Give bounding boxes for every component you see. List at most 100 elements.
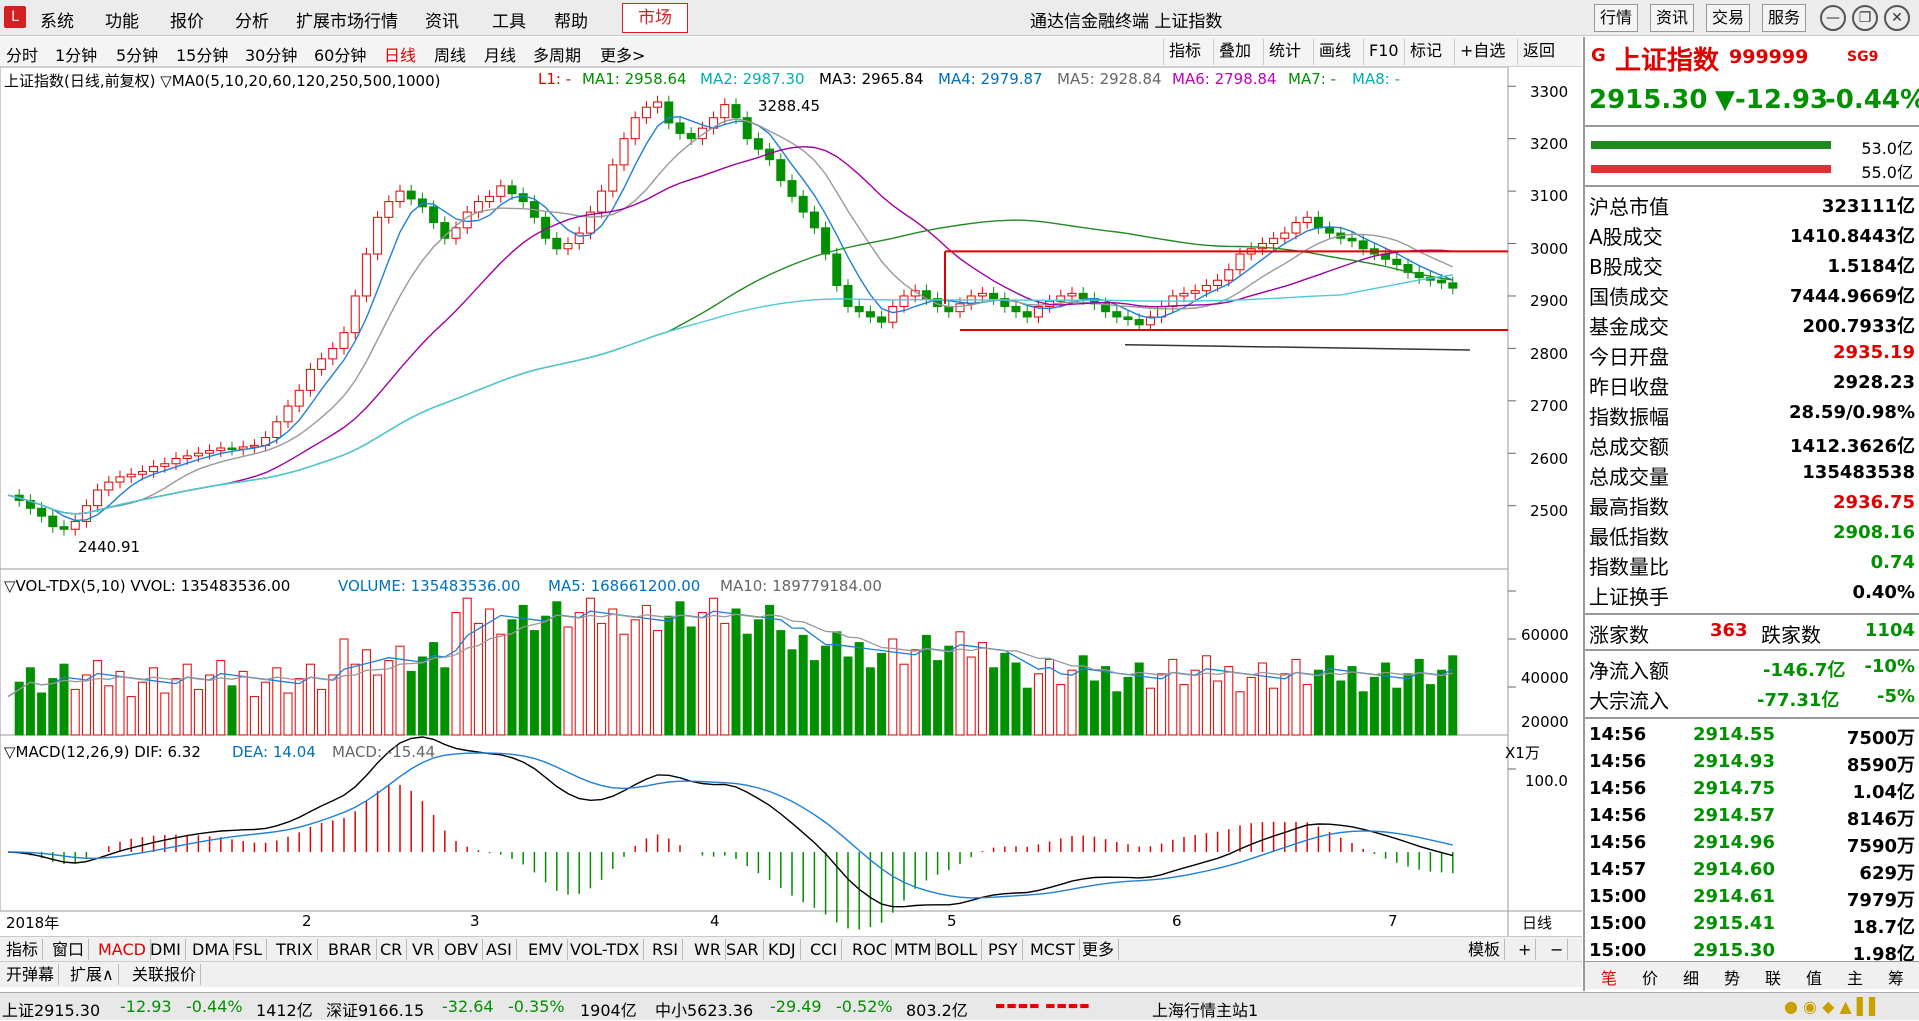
quote-row: 国债成交 7444.9669亿 <box>1585 279 1919 309</box>
status-zx[interactable]: 中小5623.36 <box>655 1001 754 1020</box>
restore-icon[interactable]: ❐ <box>1852 5 1878 31</box>
status-sz[interactable]: 深证9166.15 <box>326 1001 425 1020</box>
panel-tab-0[interactable]: 笔 <box>1601 969 1618 988</box>
menu-ext-market[interactable]: 扩展市场行情 <box>296 12 398 32</box>
indicator-tab-6[interactable]: TRIX <box>272 939 318 960</box>
indicator-tab-23[interactable]: MCST <box>1026 939 1080 960</box>
indicator-tab-11[interactable]: ASI <box>482 939 517 960</box>
candle-body <box>485 195 495 203</box>
tool-add-favorite[interactable]: +自选 <box>1454 39 1510 65</box>
minimize-icon[interactable]: — <box>1820 5 1846 31</box>
menu-quote[interactable]: 报价 <box>170 12 204 32</box>
volume-bar <box>899 663 909 736</box>
status-server[interactable]: 上海行情主站1 <box>1152 1001 1259 1020</box>
volume-bar <box>765 604 775 736</box>
indicator-tab-10[interactable]: OBV <box>440 939 484 960</box>
indicator-tab-16[interactable]: SAR <box>722 939 764 960</box>
indicator-tab-1[interactable]: 窗口 <box>48 939 90 960</box>
tick-amount: 7590万 <box>1846 836 1915 857</box>
panel-tab-1[interactable]: 价 <box>1642 969 1659 988</box>
period-weekly[interactable]: 周线 <box>434 46 467 65</box>
template-button[interactable]: 模板 <box>1464 939 1506 960</box>
tool-indicator[interactable]: 指标 <box>1163 39 1206 65</box>
zoom-in-button[interactable]: + <box>1514 939 1537 960</box>
candle-body <box>865 311 875 318</box>
panel-tab-4[interactable]: 联 <box>1765 969 1782 988</box>
period-multi[interactable]: 多周期 <box>533 46 582 65</box>
indicator-tab-8[interactable]: CR <box>376 939 408 960</box>
indicator-tab-12[interactable]: EMV <box>524 939 568 960</box>
quote-row-value: 2928.23 <box>1833 372 1915 393</box>
indicator-tab-4[interactable]: DMA <box>188 939 235 960</box>
period-5min[interactable]: 5分钟 <box>116 46 159 65</box>
price-axis-3300: 3300 <box>1530 83 1569 101</box>
indicator-tab-9[interactable]: VR <box>408 939 440 960</box>
panel-tab-6[interactable]: 主 <box>1847 969 1864 988</box>
status-sh[interactable]: 上证2915.30 <box>2 1001 101 1020</box>
indicator-tab-2[interactable]: MACD <box>94 939 151 960</box>
period-more[interactable]: 更多> <box>600 46 646 65</box>
volume-bar <box>1101 666 1111 736</box>
period-monthly[interactable]: 月线 <box>484 46 517 65</box>
period-30min[interactable]: 30分钟 <box>245 46 298 65</box>
volume-bar <box>317 688 327 736</box>
volume-bar <box>485 608 495 736</box>
indicator-tab-3[interactable]: DMI <box>146 939 186 960</box>
period-timeshare[interactable]: 分时 <box>6 46 39 65</box>
menu-news[interactable]: 资讯 <box>425 12 459 32</box>
app-logo[interactable]: L <box>4 6 26 28</box>
top-btn-news[interactable]: 资讯 <box>1650 4 1695 32</box>
panel-tab-3[interactable]: 势 <box>1724 969 1741 988</box>
panel-tab-5[interactable]: 值 <box>1806 969 1823 988</box>
close-icon[interactable]: ✕ <box>1884 5 1910 31</box>
tool-overlay[interactable]: 叠加 <box>1213 39 1256 65</box>
tick-row: 14:56 2914.55 7500万 <box>1585 721 1919 750</box>
market-tab[interactable]: 市场 <box>622 3 688 33</box>
menu-tools[interactable]: 工具 <box>492 12 526 32</box>
tool-f10[interactable]: F10 <box>1363 39 1404 65</box>
indicator-tab-5[interactable]: FSL <box>230 939 267 960</box>
indicator-tab-18[interactable]: CCI <box>806 939 843 960</box>
tool-draw[interactable]: 画线 <box>1313 39 1356 65</box>
volume-bar <box>798 634 808 736</box>
bottom-tab-extend[interactable]: 扩展∧ <box>66 964 119 985</box>
tool-stats[interactable]: 统计 <box>1263 39 1306 65</box>
panel-tab-7[interactable]: 筹 <box>1888 969 1905 988</box>
zoom-out-button[interactable]: − <box>1546 939 1569 960</box>
candle-body <box>597 190 607 213</box>
indicator-tab-20[interactable]: MTM <box>890 939 937 960</box>
indicator-tab-7[interactable]: BRAR <box>324 939 377 960</box>
indicator-tab-13[interactable]: VOL-TDX <box>566 939 645 960</box>
indicator-tab-19[interactable]: ROC <box>848 939 892 960</box>
sg-badge[interactable]: SG9 <box>1847 49 1879 65</box>
indicator-tab-15[interactable]: WR <box>690 939 726 960</box>
indicator-tab-22[interactable]: PSY <box>984 939 1023 960</box>
period-60min[interactable]: 60分钟 <box>314 46 367 65</box>
status-icons[interactable]: ● ◉ ◆ ▲ ▌▌ <box>1784 997 1882 1016</box>
menu-system[interactable]: 系统 <box>40 12 74 32</box>
indicator-tab-14[interactable]: RSI <box>648 939 683 960</box>
indicator-tab-0[interactable]: 指标 <box>2 939 44 960</box>
menu-function[interactable]: 功能 <box>105 12 139 32</box>
quote-row-label: 基金成交 <box>1589 315 1669 339</box>
indicator-tab-24[interactable]: 更多 <box>1078 939 1120 960</box>
period-15min[interactable]: 15分钟 <box>176 46 229 65</box>
bottom-tab-danmaku[interactable]: 开弹幕 <box>2 964 60 985</box>
tool-back[interactable]: 返回 <box>1517 39 1560 65</box>
indicator-tab-17[interactable]: KDJ <box>764 939 801 960</box>
bottom-tab-related[interactable]: 关联报价 <box>128 964 202 985</box>
panel-tab-2[interactable]: 细 <box>1683 969 1700 988</box>
period-daily[interactable]: 日线 <box>384 46 417 65</box>
menu-help[interactable]: 帮助 <box>554 12 588 32</box>
menu-analysis[interactable]: 分析 <box>235 12 269 32</box>
top-btn-trade[interactable]: 交易 <box>1706 4 1751 32</box>
top-btn-quote[interactable]: 行情 <box>1594 4 1639 32</box>
indicator-tab-21[interactable]: BOLL <box>932 939 983 960</box>
kline-chart[interactable] <box>0 67 1582 936</box>
top-btn-service[interactable]: 服务 <box>1762 4 1807 32</box>
period-1min[interactable]: 1分钟 <box>55 46 98 65</box>
candle-body <box>1112 311 1122 318</box>
breadth-row: 涨家数 363 跌家数 1104 <box>1585 617 1919 647</box>
tool-mark[interactable]: 标记 <box>1404 39 1447 65</box>
volume-bar <box>193 688 203 736</box>
